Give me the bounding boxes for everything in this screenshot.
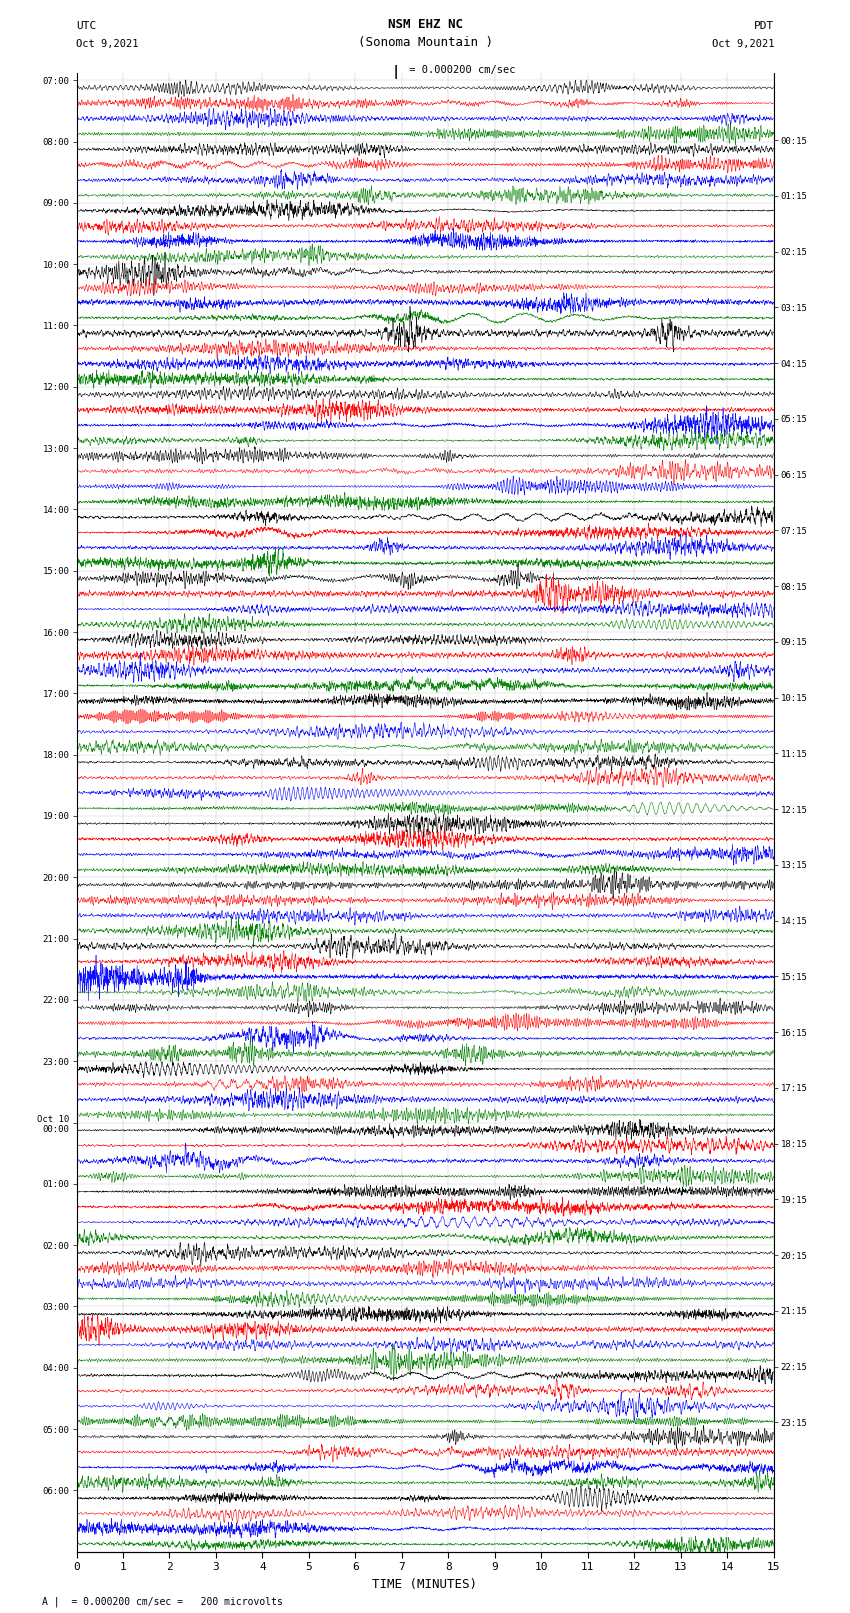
Text: PDT: PDT	[754, 21, 774, 31]
Text: Oct 9,2021: Oct 9,2021	[76, 39, 139, 48]
Text: Oct 9,2021: Oct 9,2021	[711, 39, 774, 48]
Text: (Sonoma Mountain ): (Sonoma Mountain )	[358, 35, 492, 48]
Text: = 0.000200 cm/sec: = 0.000200 cm/sec	[403, 65, 515, 76]
X-axis label: TIME (MINUTES): TIME (MINUTES)	[372, 1578, 478, 1590]
Text: A |  = 0.000200 cm/sec =   200 microvolts: A | = 0.000200 cm/sec = 200 microvolts	[42, 1595, 283, 1607]
Text: |: |	[392, 65, 400, 79]
Text: UTC: UTC	[76, 21, 96, 31]
Text: NSM EHZ NC: NSM EHZ NC	[388, 18, 462, 31]
